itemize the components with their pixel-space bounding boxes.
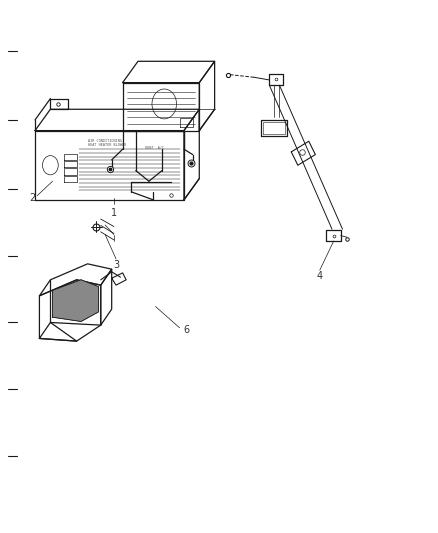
Text: 6: 6	[183, 326, 189, 335]
Text: 3: 3	[113, 261, 119, 270]
Text: 1: 1	[111, 208, 117, 218]
Text: AIR CONDITIONING: AIR CONDITIONING	[88, 139, 122, 143]
Text: 4: 4	[317, 271, 323, 281]
Polygon shape	[53, 280, 99, 321]
Text: HEAT HEATER BLOWER: HEAT HEATER BLOWER	[88, 143, 126, 147]
Text: VENT  A/C: VENT A/C	[145, 146, 164, 150]
Text: 2: 2	[30, 193, 36, 203]
